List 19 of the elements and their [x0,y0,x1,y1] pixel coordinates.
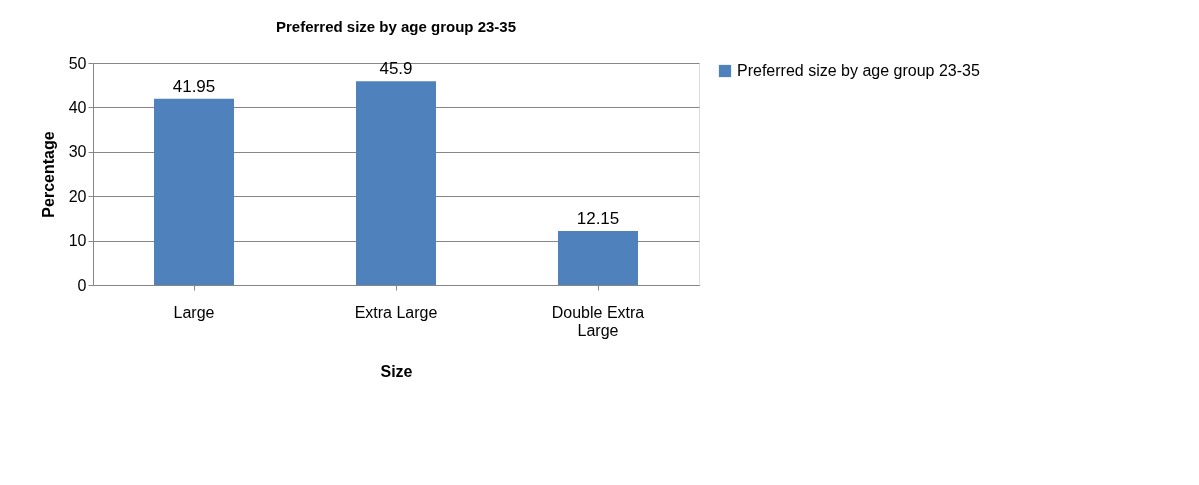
data-label: 12.15 [576,209,620,229]
y-tick-label: 0 [77,276,87,294]
bar [558,231,638,285]
bar [356,81,436,285]
y-tick-label: 30 [68,143,87,161]
bar [154,98,234,285]
y-axis-title: Percentage [39,131,57,218]
legend-label: Preferred size by age group 23-35 [737,62,980,79]
y-tick-label: 10 [68,232,87,250]
x-axis-title: Size [380,362,413,380]
y-tick-label: 50 [68,54,87,72]
data-label: 45.9 [379,59,413,79]
y-tick-label: 20 [68,187,87,205]
chart-title: Preferred size by age group 23-35 [275,18,517,35]
x-tick-label: Large [173,303,215,321]
x-tick-label: Double Extra Large [551,303,645,339]
data-label: 41.95 [172,76,216,96]
x-tick-label: Extra Large [354,303,438,321]
y-tick-label: 40 [68,98,87,116]
